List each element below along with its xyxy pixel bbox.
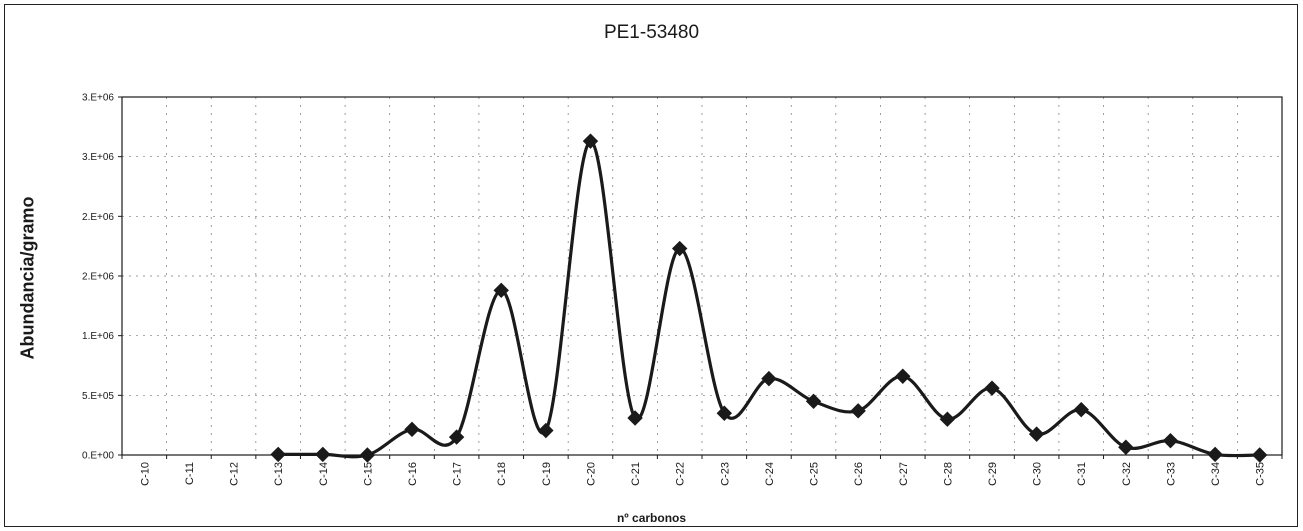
- data-point-marker: [1073, 401, 1089, 418]
- x-tick-label: C-14: [318, 462, 330, 486]
- x-tick-label: C-15: [362, 462, 374, 486]
- x-tick-label: C-34: [1210, 462, 1222, 486]
- x-tick-label: C-23: [719, 462, 731, 486]
- data-point-marker: [315, 446, 331, 463]
- data-point-marker: [1118, 439, 1134, 455]
- x-tick-label: C-16: [407, 462, 419, 486]
- data-point-marker: [1162, 432, 1179, 449]
- data-point-marker: [805, 393, 822, 410]
- y-tick-label: 2.E+06: [82, 272, 114, 283]
- y-tick-label: 0.E+00: [82, 451, 114, 462]
- x-tick-label: C-35: [1255, 462, 1267, 486]
- x-tick-label: C-19: [541, 462, 553, 486]
- x-tick-label: C-24: [764, 462, 776, 486]
- data-point-marker: [716, 405, 733, 421]
- x-tick-label: C-27: [898, 462, 910, 486]
- data-point-marker: [538, 422, 554, 439]
- x-tick-label: C-11: [184, 462, 196, 485]
- y-tick-label: 3.E+06: [82, 152, 114, 163]
- x-tick-label: C-32: [1121, 462, 1133, 486]
- x-tick-label: C-17: [452, 462, 464, 486]
- x-tick-label: C-31: [1076, 462, 1088, 486]
- data-point-marker: [895, 368, 911, 384]
- series-line: [278, 139, 1260, 459]
- data-point-marker: [270, 446, 286, 463]
- data-point-marker: [1028, 426, 1045, 442]
- y-tick-label: 5.E+05: [82, 391, 114, 402]
- y-tick-label: 1.E+06: [82, 331, 114, 342]
- data-point-marker: [627, 410, 643, 426]
- y-tick-label: 2.E+06: [82, 212, 114, 223]
- x-tick-label: C-25: [809, 462, 821, 486]
- data-point-marker: [404, 421, 420, 438]
- x-tick-label: C-29: [987, 462, 999, 486]
- chart-title: PE1-53480: [603, 22, 700, 43]
- chart-frame: [4, 4, 1298, 527]
- data-point-marker: [493, 282, 509, 299]
- y-tick-label: 3.E+06: [82, 93, 114, 104]
- x-tick-label: C-13: [273, 462, 285, 486]
- data-point-marker: [448, 429, 465, 445]
- x-tick-label: C-10: [139, 462, 151, 486]
- data-point-marker: [850, 403, 866, 419]
- x-tick-label: C-18: [496, 462, 508, 486]
- x-tick-label: C-26: [853, 462, 865, 486]
- x-axis-label: nº carbonos: [616, 511, 687, 525]
- data-point-marker: [359, 447, 376, 463]
- x-tick-label: C-28: [942, 462, 954, 486]
- data-point-marker: [761, 370, 777, 387]
- data-point-marker: [1207, 446, 1223, 463]
- data-point-marker: [984, 380, 1000, 396]
- x-tick-label: C-33: [1165, 462, 1177, 486]
- x-tick-label: C-30: [1032, 462, 1044, 486]
- x-tick-label: C-12: [229, 462, 241, 486]
- data-point-marker: [939, 411, 956, 427]
- data-point-marker: [671, 240, 688, 257]
- x-tick-label: C-22: [675, 462, 687, 486]
- data-point-marker: [1251, 447, 1268, 463]
- data-point-marker: [582, 133, 599, 149]
- x-tick-label: C-20: [585, 462, 597, 486]
- x-tick-label: C-21: [630, 462, 642, 486]
